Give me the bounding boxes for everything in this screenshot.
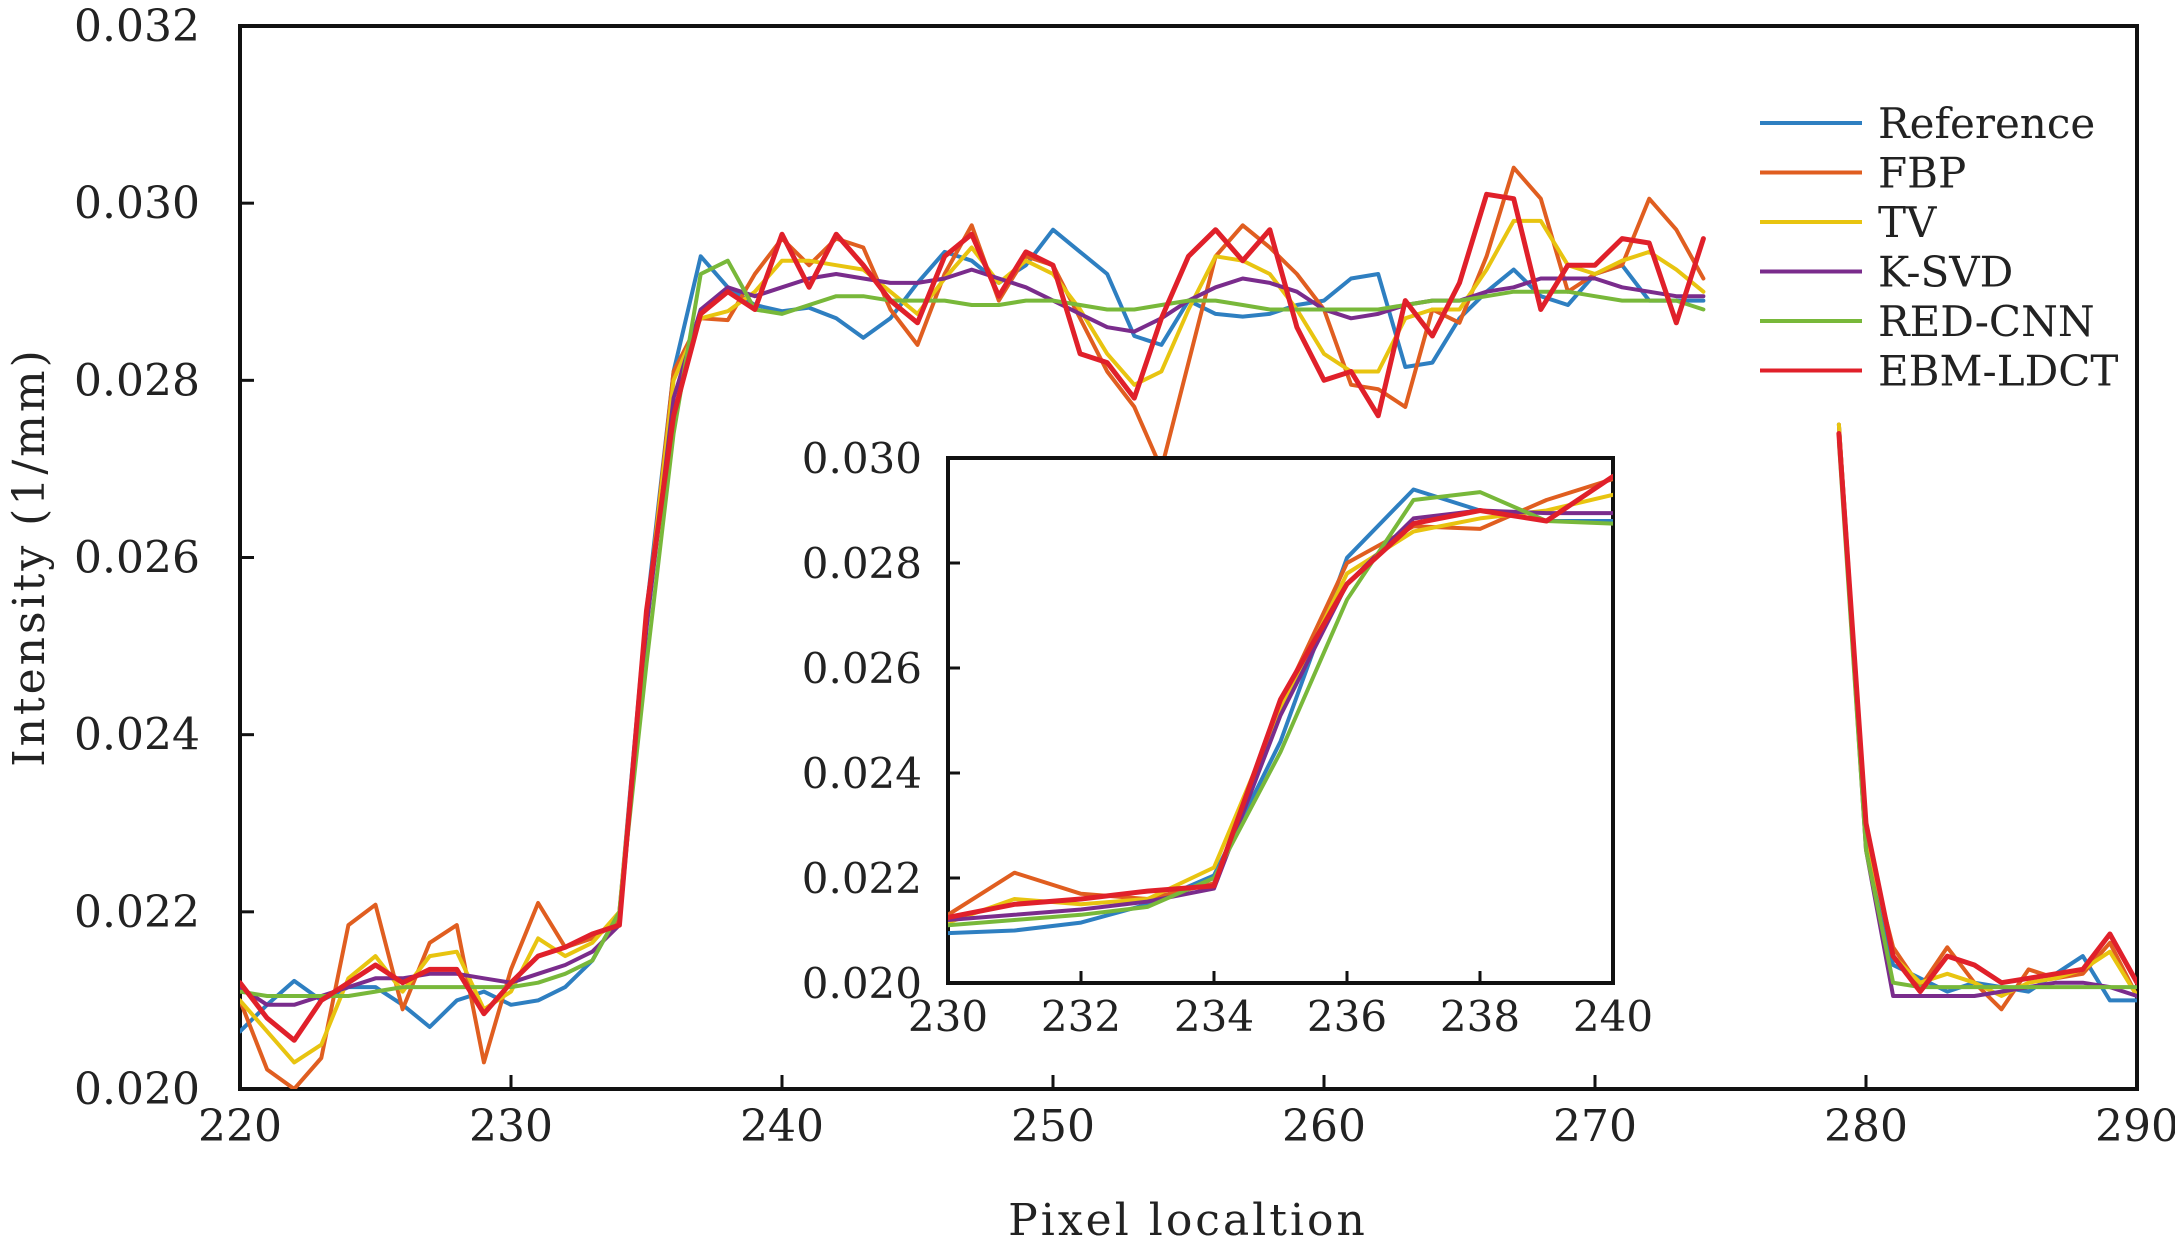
inset-x-tick-label: 232 — [1041, 992, 1121, 1041]
main-series-line-red-cnn — [240, 258, 2137, 998]
inset-series-line-series-4 — [948, 508, 1613, 922]
x-axis-title: Pixel localtion — [1008, 1195, 1368, 1246]
main-y-tick-label: 0.024 — [74, 710, 200, 761]
main-x-tick-label: 230 — [469, 1101, 553, 1152]
main-x-tick-label: 270 — [1553, 1101, 1637, 1152]
main-y-tick-label: 0.020 — [74, 1064, 200, 1115]
inset-tick-labels: 230 232 234 236 238 240 0.020 0.022 0.024 0.026 0.… — [802, 434, 1653, 1041]
legend-label: RED-CNN — [1878, 297, 2095, 346]
inset-x-tick-label: 238 — [1440, 992, 1520, 1041]
main-y-tick-label: 0.028 — [74, 355, 200, 406]
inset-y-tick-label: 0.030 — [802, 434, 922, 483]
legend-label: EBM-LDCT — [1878, 347, 2118, 396]
main-series-line-ebm-ldct — [240, 191, 2137, 1043]
main-x-tick-label: 280 — [1824, 1101, 1908, 1152]
inset-series-lines — [948, 473, 1613, 936]
inset-x-tick-label: 240 — [1573, 992, 1653, 1041]
inset-axis-ticks — [946, 456, 1615, 985]
inset-y-tick-label: 0.026 — [802, 644, 922, 693]
main-y-tick-label: 0.022 — [74, 887, 200, 938]
main-series-lines — [240, 165, 2137, 1089]
main-y-tick-label: 0.026 — [74, 533, 200, 584]
legend-label: TV — [1878, 198, 1937, 247]
inset-y-tick-label: 0.022 — [802, 854, 922, 903]
legend-label: Reference — [1878, 99, 2095, 148]
inset-y-tick-label: 0.024 — [802, 749, 922, 798]
inset-y-tick-label: 0.020 — [802, 959, 922, 1008]
main-x-tick-label: 250 — [1011, 1101, 1095, 1152]
main-axis-ticks — [238, 24, 2139, 1091]
legend-label: FBP — [1878, 149, 1966, 198]
inset-series-line-series-5 — [948, 490, 1613, 928]
main-x-tick-label: 240 — [740, 1101, 824, 1152]
main-tick-labels: 220 230 240 250 260 270 280 290 0.020 0.022 0.024 0… — [74, 1, 2175, 1152]
legend-label: K-SVD — [1878, 248, 2013, 297]
main-x-tick-label: 260 — [1282, 1101, 1366, 1152]
inset-x-tick-label: 230 — [908, 992, 988, 1041]
main-x-tick-label: 290 — [2095, 1101, 2175, 1152]
y-axis-title: Intensity (1/mm) — [4, 347, 55, 767]
inset-x-tick-label: 234 — [1174, 992, 1254, 1041]
main-y-tick-label: 0.032 — [74, 1, 200, 52]
main-x-tick-label: 220 — [198, 1101, 282, 1152]
inset-series-line-series-6 — [948, 473, 1613, 920]
inset-y-tick-label: 0.028 — [802, 539, 922, 588]
inset-plot: 230 232 234 236 238 240 0.020 0.022 0.024 0.026 0.… — [802, 434, 1653, 1041]
main-y-tick-label: 0.030 — [74, 178, 200, 229]
inset-x-tick-label: 236 — [1307, 992, 1387, 1041]
